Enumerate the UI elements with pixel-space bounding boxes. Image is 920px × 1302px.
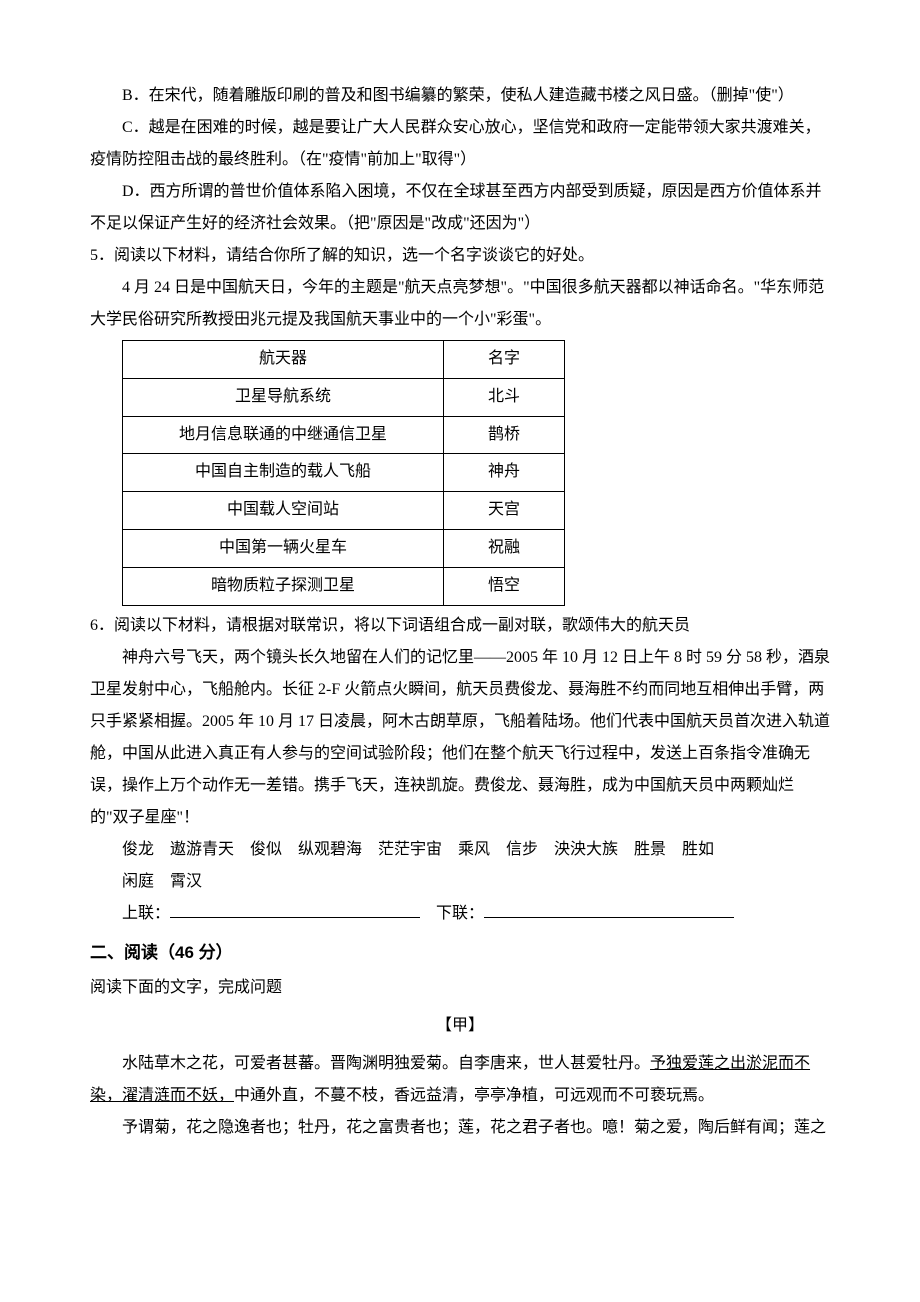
- table-cell: 神舟: [444, 454, 565, 492]
- table-row: 航天器 名字: [123, 341, 565, 379]
- table-cell: 天宫: [444, 492, 565, 530]
- q6-body: 神舟六号飞天，两个镜头长久地留在人们的记忆里——2005 年 10 月 12 日…: [90, 642, 830, 834]
- q6-words-line2: 闲庭 霄汉: [90, 866, 830, 898]
- document-page: B．在宋代，随着雕版印刷的普及和图书编纂的繁荣，使私人建造藏书楼之风日盛。（删掉…: [0, 0, 920, 1184]
- passage-p2: 予谓菊，花之隐逸者也；牡丹，花之富贵者也；莲，花之君子者也。噫！菊之爱，陶后鲜有…: [90, 1112, 830, 1144]
- table-row: 地月信息联通的中继通信卫星 鹊桥: [123, 416, 565, 454]
- option-b: B．在宋代，随着雕版印刷的普及和图书编纂的繁荣，使私人建造藏书楼之风日盛。（删掉…: [90, 80, 830, 112]
- table-row: 中国第一辆火星车 祝融: [123, 529, 565, 567]
- table-cell: 鹊桥: [444, 416, 565, 454]
- table-cell: 中国载人空间站: [123, 492, 444, 530]
- option-c: C．越是在困难的时候，越是要让广大人民群众安心放心，坚信党和政府一定能带领大家共…: [90, 112, 830, 176]
- table-cell: 北斗: [444, 378, 565, 416]
- upper-couplet-label: 上联：: [122, 905, 170, 922]
- couplet-row: 上联： 下联：: [90, 898, 830, 930]
- reading-instruction: 阅读下面的文字，完成问题: [90, 972, 830, 1004]
- q5-table: 航天器 名字 卫星导航系统 北斗 地月信息联通的中继通信卫星 鹊桥 中国自主制造…: [122, 340, 565, 606]
- table-cell: 中国第一辆火星车: [123, 529, 444, 567]
- passage-jia-title: 【甲】: [90, 1010, 830, 1042]
- p1-text-a: 水陆草木之花，可爱者甚蕃。晋陶渊明独爱菊。自李唐来，世人甚爱牡丹。: [122, 1055, 650, 1072]
- passage-p1: 水陆草木之花，可爱者甚蕃。晋陶渊明独爱菊。自李唐来，世人甚爱牡丹。予独爱莲之出淤…: [90, 1048, 830, 1112]
- table-header-device: 航天器: [123, 341, 444, 379]
- p1-text-c: 中通外直，不蔓不枝，香远益清，亭亭净植，可远观而不可亵玩焉。: [234, 1087, 714, 1104]
- q5-stem: 5．阅读以下材料，请结合你所了解的知识，选一个名字谈谈它的好处。: [90, 240, 830, 272]
- table-cell: 暗物质粒子探测卫星: [123, 567, 444, 605]
- table-row: 卫星导航系统 北斗: [123, 378, 565, 416]
- table-cell: 中国自主制造的载人飞船: [123, 454, 444, 492]
- option-d: D．西方所谓的普世价值体系陷入困境，不仅在全球甚至西方内部受到质疑，原因是西方价…: [90, 176, 830, 240]
- upper-couplet-blank: [170, 901, 420, 918]
- lower-couplet-blank: [484, 901, 734, 918]
- table-cell: 悟空: [444, 567, 565, 605]
- table-cell: 地月信息联通的中继通信卫星: [123, 416, 444, 454]
- q6-stem: 6．阅读以下材料，请根据对联常识，将以下词语组合成一副对联，歌颂伟大的航天员: [90, 610, 830, 642]
- table-row: 暗物质粒子探测卫星 悟空: [123, 567, 565, 605]
- lower-couplet-label: 下联：: [436, 905, 484, 922]
- q5-intro: 4 月 24 日是中国航天日，今年的主题是"航天点亮梦想"。"中国很多航天器都以…: [90, 272, 830, 336]
- q6-words-line1: 俊龙 遨游青天 俊似 纵观碧海 茫茫宇宙 乘风 信步 泱泱大族 胜景 胜如: [90, 834, 830, 866]
- table-row: 中国载人空间站 天宫: [123, 492, 565, 530]
- reading-section-title: 二、阅读（46 分）: [90, 936, 830, 970]
- table-row: 中国自主制造的载人飞船 神舟: [123, 454, 565, 492]
- q5-table-wrap: 航天器 名字 卫星导航系统 北斗 地月信息联通的中继通信卫星 鹊桥 中国自主制造…: [90, 336, 830, 610]
- table-cell: 祝融: [444, 529, 565, 567]
- table-header-name: 名字: [444, 341, 565, 379]
- table-cell: 卫星导航系统: [123, 378, 444, 416]
